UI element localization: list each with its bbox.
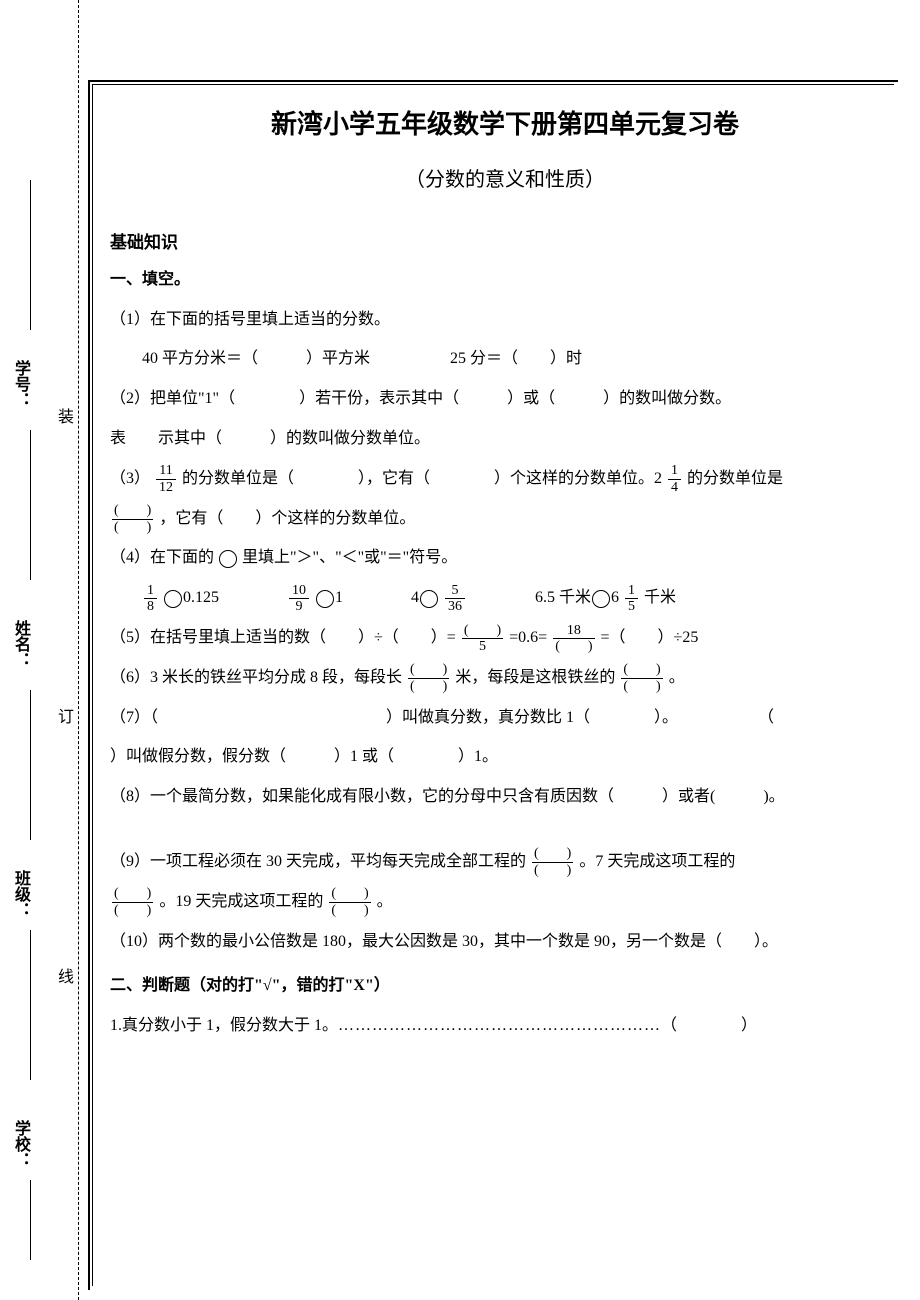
binding-column: 学号： 姓名： 班级： 学校： 装 订 线 [0,0,90,1300]
paren-frac-18-over: 18( ) [553,623,594,655]
q5a: （5）在括号里填上适当的数（ ）÷（ ）= [110,629,456,646]
q3d: ，它有（ ）个这样的分数单位。 [159,510,415,527]
frac-11-12: 1112 [156,463,176,495]
binding-char-zhuang: 装 [58,400,74,430]
frac-1-5: 15 [625,583,638,615]
frac-1-4: 14 [668,463,681,495]
frac-10-9: 109 [289,583,309,615]
page-subtitle: （分数的意义和性质） [110,157,900,203]
paren-frac-blank: ( )( ) [112,503,153,535]
frac-1-8: 18 [144,583,157,615]
q1-line: 40 平方分米＝（ ）平方米 25 分＝（ ）时 [110,341,900,378]
q3-prefix: （3） [110,470,150,487]
q6c: 。 [669,669,685,686]
binding-char-ding: 订 [58,700,74,730]
label-student-id: 学号： [8,360,32,408]
val: 6.5 千米 [535,589,591,606]
j1: 1.真分数小于 1，假分数大于 1。…………………………………………………（ ） [110,1008,900,1045]
q10: （10）两个数的最小公倍数是 180，最大公因数是 30，其中一个数是 90，另… [110,924,900,961]
paren-frac-blank: ( )( ) [112,886,153,918]
q5: （5）在括号里填上适当的数（ ）÷（ ）= ( )5 =0.6= 18( ) =… [110,620,900,657]
q4-prefix: （4）在下面的 [110,549,214,566]
q7-line2: ）叫做假分数，假分数（ ）1 或（ ）1。 [110,739,900,776]
paren-frac-blank: ( )( ) [408,662,449,694]
j1a: 1.真分数小于 1，假分数大于 1。 [110,1017,338,1034]
label-name: 姓名： [8,620,32,668]
blank-line [30,1180,31,1260]
paren-frac-blank: ( )( ) [621,662,662,694]
q7a: （7）（ [110,709,158,726]
q5c: =（ ）÷25 [601,629,699,646]
sub-header-judge: 二、判断题（对的打"√"，错的打"X"） [110,968,900,1005]
label-class: 班级： [8,870,32,918]
q7b: ）叫做真分数，真分数比 1（ ）。 （ [386,709,774,726]
q6: （6）3 米长的铁丝平均分成 8 段，每段长 ( )( ) 米，每段是这根铁丝的… [110,660,900,697]
binding-char-xian: 线 [58,960,74,990]
frac-5-36: 536 [445,583,465,615]
circle-icon [316,590,334,608]
blank-line [30,930,31,1080]
q6a: （6）3 米长的铁丝平均分成 8 段，每段长 [110,669,402,686]
q7: （7）（ ）叫做真分数，真分数比 1（ ）。 （ [110,700,900,737]
val: 4 [411,589,419,606]
j1-dots: ………………………………………………… [338,1017,661,1034]
q6b: 米，每段是这根铁丝的 [455,669,615,686]
paren-frac-blank: ( )( ) [532,846,573,878]
q9a: （9）一项工程必须在 30 天完成，平均每天完成全部工程的 [110,853,526,870]
q3: （3） 1112 的分数单位是（ ），它有（ ）个这样的分数单位。2 14 的分… [110,461,900,498]
q3-line2: ( )( ) ，它有（ ）个这样的分数单位。 [110,501,900,538]
q8: （8）一个最简分数，如果能化成有限小数，它的分母中只含有质因数（ ）或者( )。 [110,779,900,816]
section-header-basic: 基础知识 [110,223,900,262]
blank-line [30,430,31,580]
circle-icon [592,590,610,608]
paren-frac-over-5: ( )5 [462,623,503,655]
q3-mid: 的分数单位是（ ），它有（ ）个这样的分数单位。2 [182,470,662,487]
label-school: 学校： [8,1120,32,1168]
blank-line [30,690,31,840]
paren-frac-blank: ( )( ) [329,886,370,918]
q4-row: 18 0.125 109 1 4 536 6.5 千米 6 15 千米 [110,580,900,617]
j1b: （ ） [661,1017,757,1034]
val: 6 [611,589,619,606]
blank-line [30,180,31,330]
val: 1 [335,589,343,606]
q9b: 。7 天完成这项工程的 [579,853,735,870]
q1: （1）在下面的括号里填上适当的分数。 [110,302,900,339]
q9c: 。19 天完成这项工程的 [159,893,323,910]
val: 0.125 [183,589,219,606]
binding-dash-line [78,0,79,1300]
circle-icon [219,550,237,568]
q5b: =0.6= [509,629,547,646]
q9: （9）一项工程必须在 30 天完成，平均每天完成全部工程的 ( )( ) 。7 … [110,844,900,881]
circle-icon [420,590,438,608]
q2b: 表 示其中（ ）的数叫做分数单位。 [110,421,900,458]
circle-icon [164,590,182,608]
q4-suffix: 里填上"＞"、"＜"或"＝"符号。 [242,549,457,566]
q3-suffix: 的分数单位是 [687,470,783,487]
val: 千米 [644,589,676,606]
q4: （4）在下面的 里填上"＞"、"＜"或"＝"符号。 [110,540,900,577]
q2a: （2）把单位"1"（ ）若干份，表示其中（ ）或（ ）的数叫做分数。 [110,381,900,418]
content-area: 新湾小学五年级数学下册第四单元复习卷 （分数的意义和性质） 基础知识 一、填空。… [110,95,900,1045]
sub-header-fill: 一、填空。 [110,262,900,299]
q9d: 。 [377,893,393,910]
page-title: 新湾小学五年级数学下册第四单元复习卷 [110,95,900,155]
q9-line2: ( )( ) 。19 天完成这项工程的 ( )( ) 。 [110,884,900,921]
